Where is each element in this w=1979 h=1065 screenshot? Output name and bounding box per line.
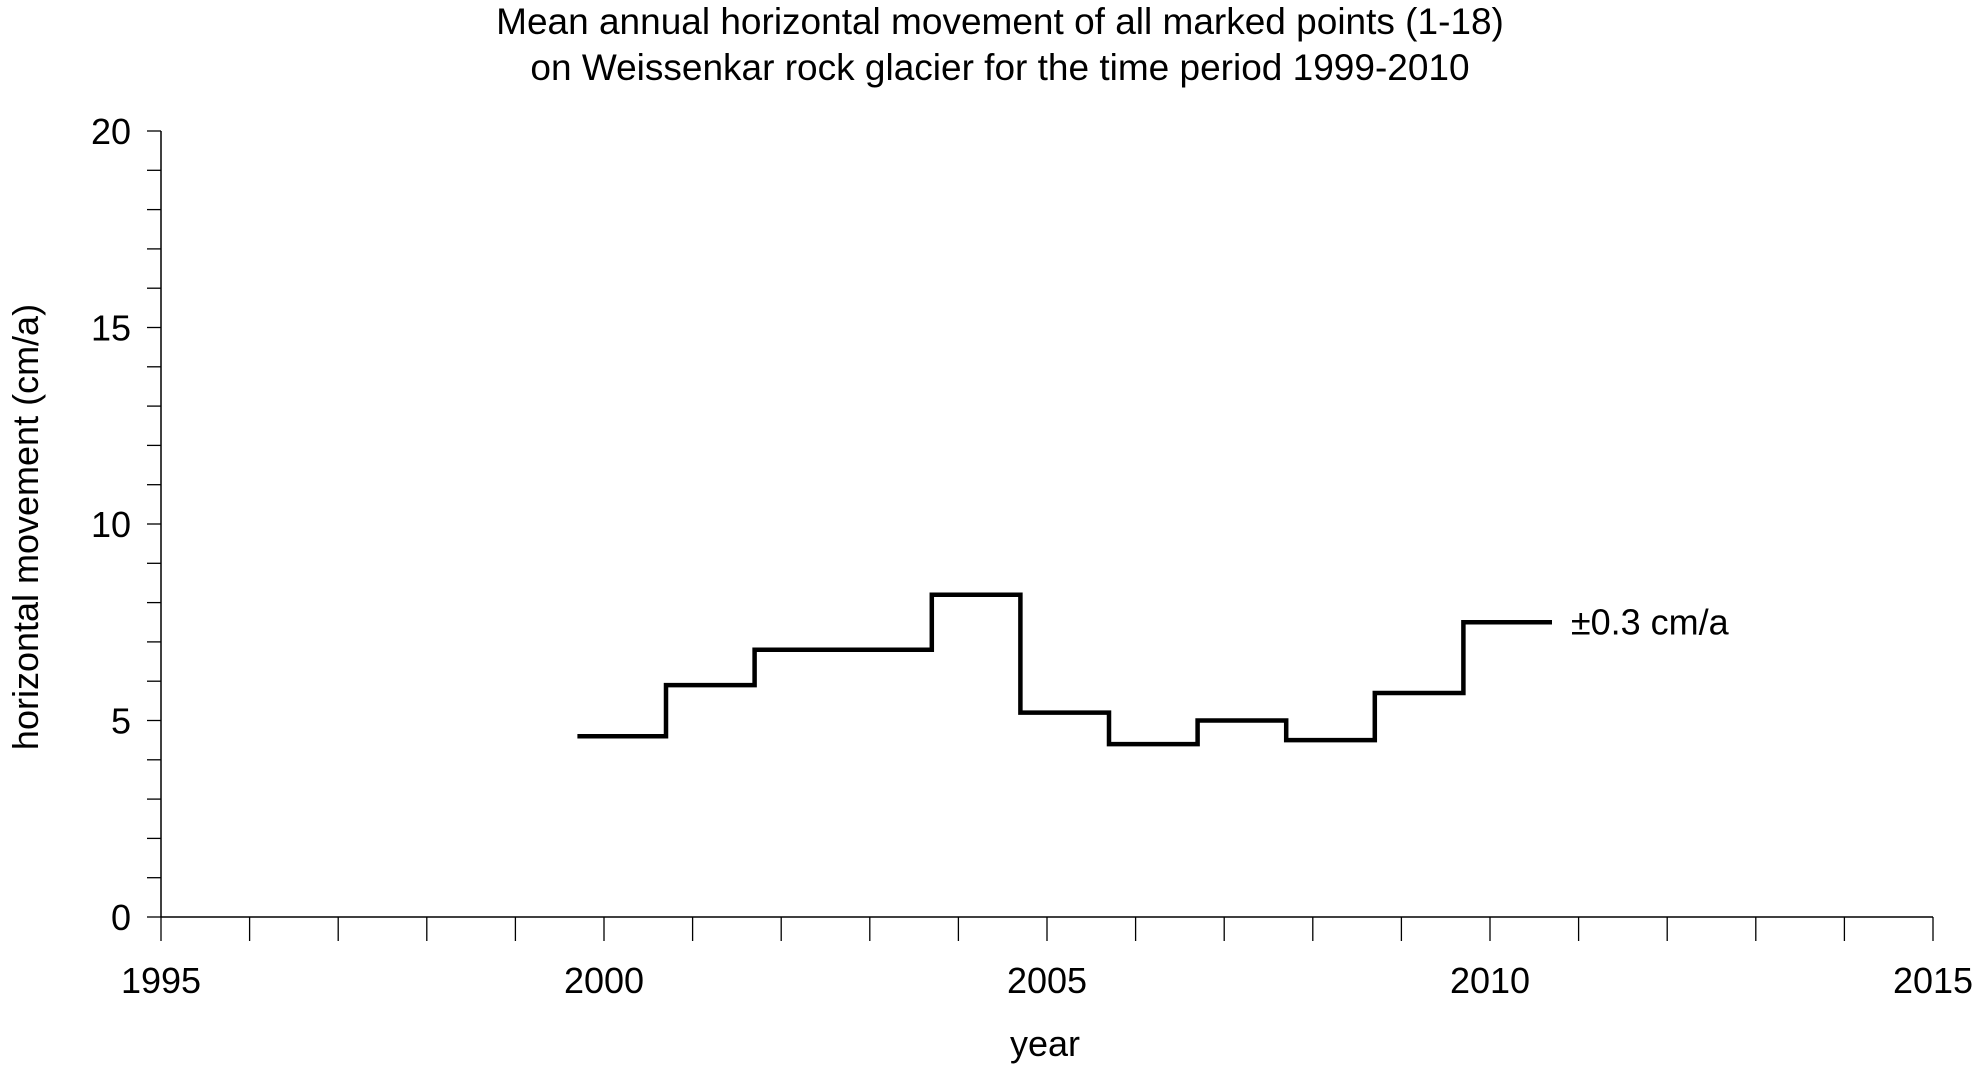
x-tick-label: 2010 [1450,960,1530,1001]
x-tick-label: 2005 [1007,960,1087,1001]
chart-title-line-2: on Weissenkar rock glacier for the time … [530,47,1469,88]
annotation-label: ±0.3 cm/a [1571,601,1730,642]
annotation-layer: ±0.3 cm/a [1571,601,1730,642]
axes [160,131,1933,918]
y-tick-label: 10 [91,504,131,545]
y-tick-label: 5 [111,701,131,742]
chart-title-line-1: Mean annual horizontal movement of all m… [496,1,1504,42]
y-tick-label: 0 [111,897,131,938]
x-tick-label: 2015 [1893,960,1973,1001]
y-tick-label: 20 [91,111,131,152]
x-axis-label: year [1010,1023,1080,1064]
y-tick-label: 15 [91,308,131,349]
series-layer [577,592,1552,747]
x-tick-label: 1995 [121,960,201,1001]
x-tick-label: 2000 [564,960,644,1001]
ticks [147,130,1934,941]
tick-labels: 0 5 10 15 20 1995 2000 2005 2010 2015 [91,111,1973,1001]
y-axis-label: horizontal movement (cm/a) [5,304,46,750]
series-step-line [577,592,1552,747]
